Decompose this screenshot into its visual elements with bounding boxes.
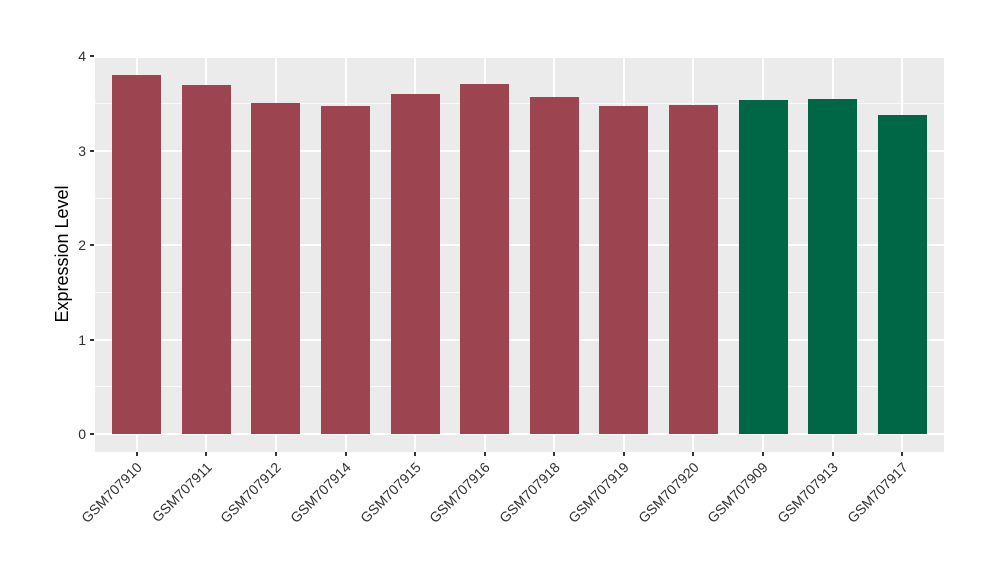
x-tick-label-GSM707919: GSM707919 — [565, 459, 633, 526]
plot-panel — [95, 56, 944, 452]
bar-GSM707918 — [529, 96, 579, 434]
gridline-major-y-4 — [95, 56, 944, 58]
y-axis-title: Expression Level — [52, 185, 72, 323]
y-tick-label-3: 3 — [78, 142, 86, 159]
x-tick-mark-GSM707916 — [483, 452, 486, 456]
gridline-minor-y-3.5 — [95, 103, 944, 105]
x-tick-mark-GSM707910 — [135, 452, 138, 456]
x-tick-mark-GSM707918 — [553, 452, 556, 456]
x-tick-mark-GSM707912 — [274, 452, 277, 456]
y-tick-label-4: 4 — [78, 48, 86, 65]
bar-GSM707917 — [877, 114, 927, 434]
gridline-major-y-0 — [95, 433, 944, 435]
y-tick-label-2: 2 — [78, 237, 86, 254]
y-tick-label-0: 0 — [78, 426, 86, 442]
x-tick-label-GSM707915: GSM707915 — [356, 459, 424, 526]
x-tick-label-GSM707916: GSM707916 — [426, 459, 494, 526]
y-tick-mark-1 — [90, 338, 94, 341]
bar-GSM707911 — [181, 84, 231, 434]
x-tick-label-GSM707913: GSM707913 — [774, 459, 841, 526]
bar-GSM707910 — [112, 75, 162, 434]
x-tick-mark-GSM707909 — [762, 452, 765, 456]
bar-GSM707919 — [599, 106, 649, 434]
bar-GSM707909 — [738, 99, 788, 434]
bar-GSM707913 — [808, 98, 858, 434]
y-tick-mark-0 — [90, 433, 94, 435]
x-tick-label-GSM707920: GSM707920 — [634, 459, 702, 526]
gridline-major-y-1 — [95, 338, 944, 341]
x-tick-mark-GSM707915 — [414, 452, 417, 456]
gridline-major-y-2 — [95, 244, 944, 247]
y-tick-mark-2 — [90, 244, 94, 247]
y-tick-label-1: 1 — [78, 331, 86, 348]
bar-GSM707912 — [251, 102, 301, 434]
x-tick-mark-GSM707917 — [901, 452, 904, 456]
bar-GSM707920 — [668, 105, 718, 434]
x-tick-label-GSM707912: GSM707912 — [217, 459, 285, 526]
x-tick-mark-GSM707919 — [622, 452, 625, 456]
x-tick-label-GSM707910: GSM707910 — [78, 459, 146, 526]
bar-GSM707915 — [390, 94, 440, 434]
gridline-minor-y-0.5 — [95, 386, 944, 388]
x-tick-label-GSM707918: GSM707918 — [495, 459, 563, 526]
gridline-minor-y-1.5 — [95, 291, 944, 293]
gridline-major-y-3 — [95, 149, 944, 152]
x-tick-label-GSM707914: GSM707914 — [286, 459, 354, 526]
bar-GSM707914 — [321, 106, 371, 434]
bar-GSM707916 — [460, 83, 510, 434]
x-tick-mark-GSM707913 — [831, 452, 834, 456]
gridline-minor-y-2.5 — [95, 197, 944, 199]
x-tick-label-GSM707911: GSM707911 — [148, 459, 215, 526]
x-tick-label-GSM707917: GSM707917 — [843, 459, 911, 526]
x-tick-mark-GSM707914 — [344, 452, 347, 456]
y-tick-mark-3 — [90, 149, 94, 152]
x-tick-mark-GSM707920 — [692, 452, 695, 456]
x-tick-mark-GSM707911 — [205, 452, 208, 456]
x-tick-label-GSM707909: GSM707909 — [704, 459, 772, 526]
y-tick-mark-4 — [90, 55, 94, 58]
